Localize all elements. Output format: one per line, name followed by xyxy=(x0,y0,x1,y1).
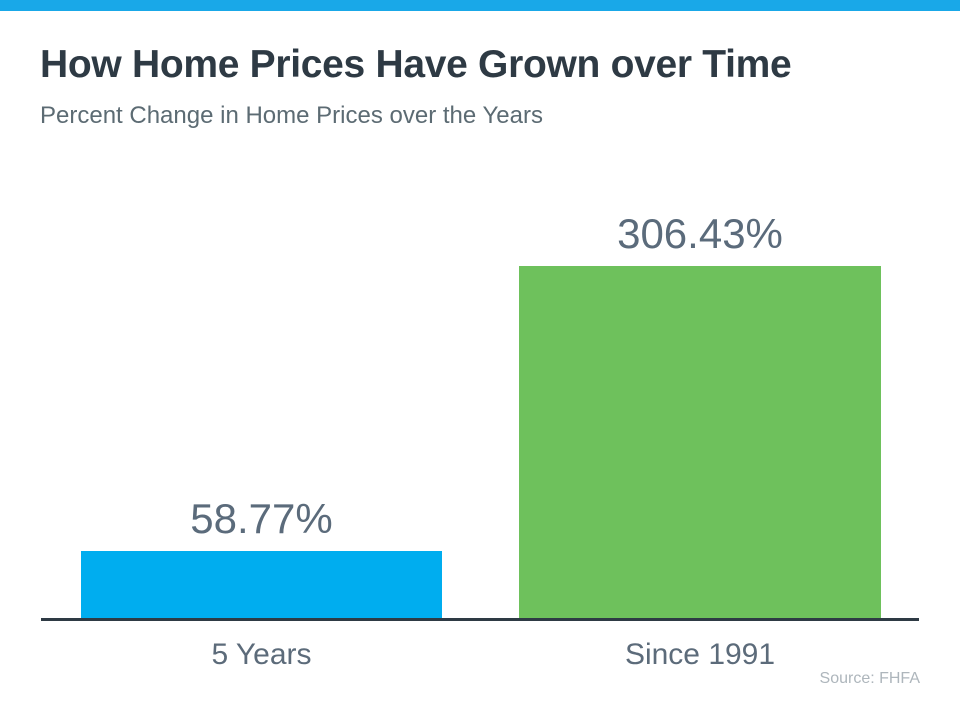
bar-group-5-years: 58.77% xyxy=(81,498,442,619)
accent-strip xyxy=(0,0,960,11)
bar-group-since-1991: 306.43% xyxy=(519,213,881,619)
x-axis-label-since-1991: Since 1991 xyxy=(624,638,776,671)
bar-5-years xyxy=(81,551,442,619)
bar-value-label-5-years: 58.77% xyxy=(190,495,333,542)
x-axis-line xyxy=(41,618,919,621)
bar-since-1991 xyxy=(519,266,881,619)
x-axis-label-5-years: 5 Years xyxy=(211,638,312,671)
chart-title: How Home Prices Have Grown over Time xyxy=(40,43,792,86)
bar-chart-plot-area: 58.77% 306.43% xyxy=(41,160,919,621)
source-attribution: Source: FHFA xyxy=(819,670,920,687)
bar-value-label-since-1991: 306.43% xyxy=(617,210,783,257)
chart-subtitle: Percent Change in Home Prices over the Y… xyxy=(40,102,543,129)
